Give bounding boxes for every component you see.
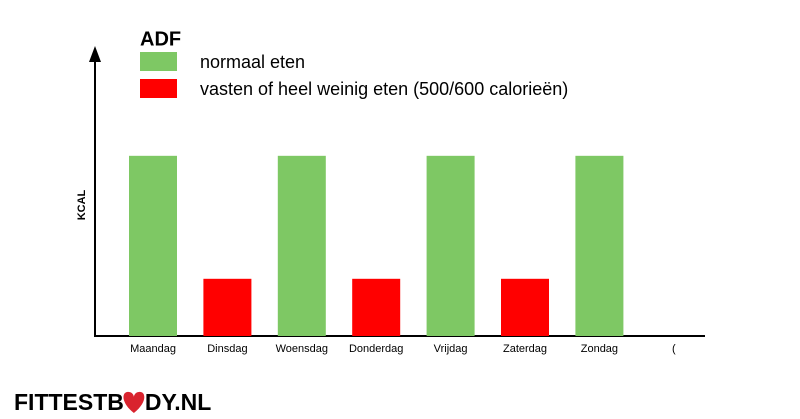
- x-tick-label: Vrijdag: [434, 343, 468, 355]
- y-axis-arrow: [89, 46, 101, 62]
- logo-right: DY.NL: [145, 389, 211, 415]
- logo-heart: [123, 391, 145, 413]
- bar: [277, 155, 326, 336]
- legend-swatch: [140, 52, 177, 71]
- x-tick-label: Dinsdag: [207, 343, 247, 355]
- bar: [575, 155, 624, 336]
- bar: [129, 155, 177, 336]
- x-tick-label: Woensdag: [276, 343, 328, 355]
- y-axis-label: KCAL: [76, 189, 88, 220]
- bar: [501, 278, 549, 336]
- x-tick-label: Maandag: [130, 343, 176, 355]
- x-tick-label: Zaterdag: [503, 343, 547, 355]
- bar: [203, 278, 252, 336]
- bar: [352, 278, 401, 336]
- x-tick-label: Donderdag: [349, 343, 403, 355]
- legend-title: ADF: [140, 28, 181, 50]
- bar: [426, 155, 475, 336]
- x-tick-label: (: [672, 343, 676, 355]
- logo-left: FITTESTB: [14, 389, 124, 415]
- x-tick-label: Zondag: [581, 343, 618, 355]
- legend-swatch: [140, 79, 177, 98]
- legend-label: normaal eten: [200, 52, 305, 72]
- legend-label: vasten of heel weinig eten (500/600 calo…: [200, 79, 568, 99]
